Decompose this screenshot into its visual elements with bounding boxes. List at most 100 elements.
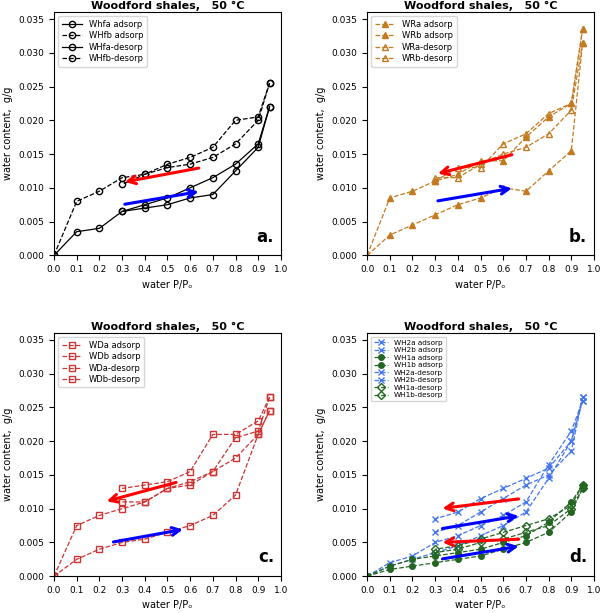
WDb-desorp (254, 417, 262, 425)
Text: a.: a. (257, 227, 274, 246)
WDa-desorp (254, 431, 262, 438)
WHfb-desorp (254, 113, 262, 121)
WHfb adsorp (187, 161, 194, 168)
WH1a adsorp (431, 559, 439, 566)
Line: WRb adsorp: WRb adsorp (364, 26, 586, 259)
WDb adsorp (118, 505, 125, 512)
Whfa adsorp (209, 191, 217, 198)
WDb-desorp (209, 431, 217, 438)
Line: WH1a-desorp: WH1a-desorp (433, 485, 586, 555)
WH1a adsorp (386, 566, 394, 573)
WH1b adsorp (477, 546, 484, 553)
WDb adsorp (209, 468, 217, 475)
WH1b-desorp (500, 528, 507, 536)
WH2a-desorp (500, 495, 507, 502)
Title: Woodford shales,   50 °C: Woodford shales, 50 °C (404, 1, 557, 12)
WDb adsorp (50, 573, 58, 580)
Line: WH2b adsorp: WH2b adsorp (364, 397, 586, 580)
WHfb-desorp (187, 154, 194, 161)
Title: Woodford shales,   50 °C: Woodford shales, 50 °C (404, 322, 557, 332)
WRb-desorp (545, 110, 552, 117)
WRa-desorp (454, 174, 461, 181)
WH2a adsorp (579, 394, 586, 401)
WH2a adsorp (523, 508, 530, 516)
WRb adsorp (409, 188, 416, 195)
Line: WH2a adsorp: WH2a adsorp (364, 394, 586, 580)
WDa-desorp (232, 454, 239, 462)
WRa adsorp (364, 252, 371, 259)
X-axis label: water P/Pₒ: water P/Pₒ (455, 601, 506, 611)
WRa-desorp (431, 174, 439, 181)
WDa adsorp (266, 407, 273, 414)
Line: WH1b adsorp: WH1b adsorp (364, 482, 586, 579)
WDb-desorp (266, 394, 273, 401)
WH1a-desorp (431, 549, 439, 556)
WRb adsorp (523, 134, 530, 141)
WH1b-desorp (568, 501, 575, 509)
WDa-desorp (209, 468, 217, 475)
WH2b adsorp (409, 552, 416, 560)
WDb-desorp (118, 485, 125, 492)
WDa adsorp (254, 431, 262, 438)
WRa-desorp (545, 130, 552, 137)
WH1b adsorp (568, 498, 575, 506)
WDb-desorp (232, 431, 239, 438)
Whfa adsorp (187, 194, 194, 202)
WRa adsorp (500, 184, 507, 191)
WH2a adsorp (409, 555, 416, 563)
WRb-desorp (431, 177, 439, 185)
Y-axis label: water content,  g/g: water content, g/g (316, 408, 326, 501)
WH1b adsorp (500, 539, 507, 546)
WH2a-desorp (545, 471, 552, 479)
WDb adsorp (73, 522, 80, 529)
Y-axis label: water content,  g/g: water content, g/g (316, 87, 326, 180)
WH2b adsorp (523, 498, 530, 506)
WRb adsorp (454, 170, 461, 178)
Line: WH2a-desorp: WH2a-desorp (432, 394, 586, 536)
WRb adsorp (477, 157, 484, 164)
WRb-desorp (568, 100, 575, 107)
WH1b adsorp (409, 555, 416, 563)
WH2b adsorp (500, 512, 507, 519)
WH1a adsorp (454, 555, 461, 563)
WHfb adsorp (209, 154, 217, 161)
Legend: Whfa adsorp, WHfb adsorp, WHfa-desorp, WHfb-desorp: Whfa adsorp, WHfb adsorp, WHfa-desorp, W… (58, 17, 148, 67)
WHfa-desorp (187, 184, 194, 191)
WH2a-desorp (454, 522, 461, 529)
X-axis label: water P/Pₒ: water P/Pₒ (142, 280, 193, 289)
Line: WH1b-desorp: WH1b-desorp (433, 482, 586, 552)
WH2a-desorp (568, 447, 575, 455)
WH1a adsorp (364, 573, 371, 580)
WH1a-desorp (568, 505, 575, 512)
WHfb adsorp (164, 164, 171, 171)
Title: Woodford shales,   50 °C: Woodford shales, 50 °C (91, 1, 244, 12)
WH2b-desorp (545, 465, 552, 472)
WHfa-desorp (164, 194, 171, 202)
WRb-desorp (477, 164, 484, 171)
WDa adsorp (164, 528, 171, 536)
Line: WHfb-desorp: WHfb-desorp (119, 80, 272, 188)
WRa-desorp (500, 150, 507, 158)
WH1b adsorp (545, 519, 552, 526)
Whfa adsorp (96, 224, 103, 232)
WHfb adsorp (96, 188, 103, 195)
WH2b adsorp (545, 461, 552, 468)
WHfa-desorp (118, 208, 125, 215)
Title: Woodford shales,   50 °C: Woodford shales, 50 °C (91, 322, 244, 332)
WH1a adsorp (409, 562, 416, 569)
Whfa adsorp (254, 143, 262, 151)
WRa adsorp (545, 167, 552, 175)
WRb adsorp (364, 252, 371, 259)
WDb-desorp (164, 478, 171, 485)
WHfa-desorp (266, 103, 273, 110)
WH1a-desorp (454, 546, 461, 553)
WH1a adsorp (545, 528, 552, 536)
WH1b-desorp (579, 481, 586, 489)
WH2a adsorp (364, 573, 371, 580)
WHfa-desorp (254, 140, 262, 148)
WH2a-desorp (477, 508, 484, 516)
WH2b adsorp (386, 559, 394, 566)
WH2b-desorp (454, 508, 461, 516)
Line: WRa adsorp: WRa adsorp (364, 39, 586, 259)
WH2a adsorp (500, 522, 507, 529)
